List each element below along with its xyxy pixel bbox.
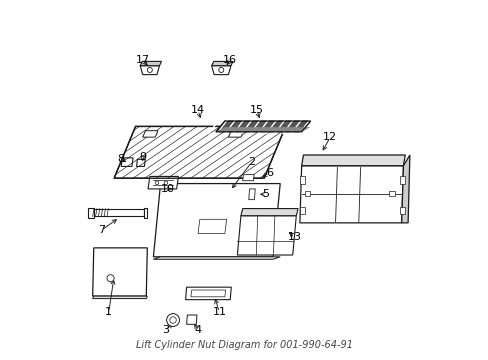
Text: 16: 16: [223, 55, 237, 65]
Text: Lift Cylinder Nut Diagram for 001-990-64-91: Lift Cylinder Nut Diagram for 001-990-64…: [136, 340, 352, 350]
Polygon shape: [211, 62, 233, 66]
Polygon shape: [153, 184, 280, 257]
Polygon shape: [237, 216, 296, 255]
Polygon shape: [186, 315, 197, 324]
Polygon shape: [401, 155, 409, 223]
Text: 6: 6: [265, 168, 272, 178]
Polygon shape: [388, 192, 394, 196]
Text: 8: 8: [118, 154, 124, 163]
Polygon shape: [299, 176, 304, 184]
Text: 5: 5: [262, 189, 269, 199]
Text: 11: 11: [212, 307, 226, 317]
Circle shape: [155, 181, 159, 185]
Polygon shape: [136, 159, 145, 166]
Polygon shape: [248, 189, 255, 200]
Text: 2: 2: [247, 157, 255, 167]
Polygon shape: [299, 207, 304, 214]
Text: 10: 10: [161, 184, 174, 194]
Text: 9: 9: [139, 152, 146, 162]
Circle shape: [166, 314, 179, 327]
Polygon shape: [304, 192, 309, 196]
Polygon shape: [216, 127, 310, 132]
Polygon shape: [153, 257, 280, 259]
Circle shape: [147, 67, 152, 72]
Circle shape: [218, 67, 224, 72]
Polygon shape: [399, 176, 404, 184]
Text: 14: 14: [191, 105, 204, 115]
Polygon shape: [185, 287, 231, 300]
Polygon shape: [148, 176, 178, 189]
Polygon shape: [242, 175, 254, 181]
Circle shape: [107, 275, 114, 282]
Polygon shape: [93, 248, 147, 296]
Polygon shape: [301, 155, 405, 166]
Text: 3: 3: [162, 325, 169, 335]
Text: 1: 1: [105, 307, 112, 317]
Polygon shape: [399, 207, 404, 214]
Text: 7: 7: [98, 225, 105, 235]
Circle shape: [169, 317, 176, 323]
Polygon shape: [299, 166, 403, 223]
Polygon shape: [241, 208, 298, 216]
Polygon shape: [93, 296, 147, 298]
Polygon shape: [142, 131, 158, 137]
Polygon shape: [190, 290, 225, 297]
Text: 12: 12: [323, 132, 337, 142]
Polygon shape: [140, 62, 162, 66]
Polygon shape: [93, 208, 144, 216]
Polygon shape: [228, 131, 244, 137]
Polygon shape: [121, 158, 133, 166]
Polygon shape: [198, 219, 226, 234]
Polygon shape: [143, 207, 147, 217]
Polygon shape: [211, 66, 230, 75]
Polygon shape: [140, 66, 159, 75]
Polygon shape: [216, 121, 310, 132]
Text: 13: 13: [287, 232, 301, 242]
Text: 17: 17: [135, 55, 149, 65]
Text: 15: 15: [249, 105, 264, 115]
Circle shape: [164, 181, 167, 185]
Text: 4: 4: [194, 325, 201, 335]
Polygon shape: [88, 207, 94, 217]
Polygon shape: [114, 126, 285, 178]
